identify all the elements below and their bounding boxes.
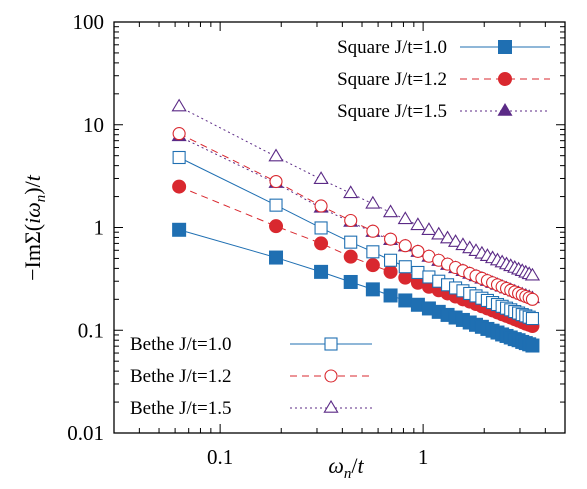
- y-tick-label: 0.1: [78, 318, 104, 342]
- legend-bottom-left: Bethe J/t=1.0 Bethe J/t=1.2 Bethe J/t=1.5: [130, 334, 372, 419]
- data-point-square-j-t-1-0-4: [365, 282, 380, 297]
- data-point-square-j-t-1-0-0: [172, 222, 187, 237]
- legend-marker-bethe-j-t-1-0: [324, 337, 338, 351]
- legend-layer: Square J/t=1.0 Square J/t=1.2 Square J/t=1…: [130, 37, 550, 419]
- legend-marker-bethe-j-t-1-2: [324, 369, 338, 383]
- data-point-square-j-t-1-2-1: [269, 219, 284, 234]
- data-point-bethe-j-t-1-2-0: [172, 127, 186, 141]
- data-point-square-j-t-1-2-2: [314, 236, 329, 251]
- data-point-bethe-j-t-1-0-0: [172, 150, 186, 165]
- data-point-bethe-j-t-1-5-11: [447, 234, 464, 247]
- data-point-bethe-j-t-1-2-3: [344, 213, 358, 228]
- data-point-bethe-j-t-1-5-1: [268, 148, 284, 162]
- data-point-bethe-j-t-1-5-4: [365, 195, 381, 209]
- legend-label: Square J/t=1.2: [337, 69, 447, 90]
- data-point-square-j-t-1-2-3: [343, 249, 358, 264]
- y-axis-label: −ImΣ(iωn)/t: [20, 174, 49, 281]
- data-point-bethe-j-t-1-5-8: [421, 222, 437, 236]
- ticks-layer: 0.1 1 0.01 0.1 1 10 100: [67, 10, 566, 469]
- data-point-bethe-j-t-1-0-6: [398, 260, 412, 274]
- data-point-square-j-t-1-2-5: [383, 264, 398, 279]
- y-tick-label: 0.01: [67, 421, 104, 445]
- data-point-square-j-t-1-0-5: [383, 288, 398, 303]
- y-tick-label: 100: [73, 10, 105, 34]
- data-point-bethe-j-t-1-2-6: [398, 239, 412, 253]
- data-point-bethe-j-t-1-5-10: [439, 230, 456, 244]
- data-point-bethe-j-t-1-5-6: [397, 211, 413, 225]
- data-point-bethe-j-t-1-5-7: [410, 217, 426, 231]
- data-point-bethe-j-t-1-5-27: [524, 267, 541, 281]
- data-point-bethe-j-t-1-2-4: [366, 224, 380, 238]
- data-point-bethe-j-t-1-5-5: [382, 204, 399, 218]
- legend-label: Bethe J/t=1.0: [130, 334, 232, 355]
- data-point-bethe-j-t-1-0-7: [411, 265, 425, 280]
- x-axis-label: ωn/t: [328, 453, 364, 482]
- legend-top-right: Square J/t=1.0 Square J/t=1.2 Square J/t=1…: [337, 37, 550, 122]
- data-point-bethe-j-t-1-5-9: [431, 226, 447, 240]
- data-point-bethe-j-t-1-2-2: [314, 199, 328, 213]
- data-point-square-j-t-1-0-1: [269, 250, 284, 265]
- data-point-bethe-j-t-1-0-4: [366, 245, 380, 259]
- legend-marker-bethe-j-t-1-5: [323, 399, 339, 413]
- x-tick-label: 1: [418, 445, 429, 469]
- data-point-bethe-j-t-1-0-3: [344, 235, 358, 249]
- data-point-bethe-j-t-1-2-7: [411, 244, 425, 258]
- x-tick-label: 0.1: [207, 445, 233, 469]
- series-square-j-t-1-0: [172, 222, 540, 353]
- y-tick-label: 1: [94, 216, 105, 240]
- data-point-bethe-j-t-1-5-0: [171, 98, 187, 112]
- y-tick-label: 10: [83, 113, 104, 137]
- data-point-bethe-j-t-1-2-1: [269, 175, 283, 189]
- data-point-bethe-j-t-1-2-27: [525, 292, 539, 306]
- data-point-bethe-j-t-1-2-5: [384, 232, 398, 246]
- data-point-bethe-j-t-1-0-2: [314, 221, 328, 235]
- legend-label: Square J/t=1.5: [337, 101, 447, 122]
- series-bethe-j-t-1-2: [172, 127, 539, 306]
- series-bethe-j-t-1-5: [171, 98, 541, 281]
- data-point-bethe-j-t-1-5-3: [343, 185, 359, 199]
- data-point-bethe-j-t-1-0-5: [384, 253, 398, 267]
- data-point-square-j-t-1-0-6: [398, 293, 413, 308]
- series-bethe-j-t-1-0: [172, 150, 539, 326]
- legend-marker-square-j-t-1-5: [497, 103, 513, 116]
- legend-marker-square-j-t-1-0: [498, 40, 512, 54]
- legend-label: Bethe J/t=1.5: [130, 398, 232, 419]
- legend-marker-square-j-t-1-2: [498, 72, 512, 86]
- data-point-square-j-t-1-2-4: [365, 258, 380, 273]
- data-point-square-j-t-1-0-2: [314, 264, 329, 279]
- data-point-square-j-t-1-0-27: [525, 338, 540, 353]
- data-point-square-j-t-1-0-3: [343, 274, 358, 289]
- data-point-bethe-j-t-1-0-27: [525, 311, 539, 326]
- data-point-bethe-j-t-1-0-1: [269, 198, 283, 212]
- series-layer: [171, 98, 541, 353]
- legend-label: Square J/t=1.0: [337, 37, 447, 58]
- data-point-square-j-t-1-2-0: [172, 179, 187, 194]
- data-point-bethe-j-t-1-5-2: [313, 171, 329, 184]
- legend-label: Bethe J/t=1.2: [130, 366, 232, 387]
